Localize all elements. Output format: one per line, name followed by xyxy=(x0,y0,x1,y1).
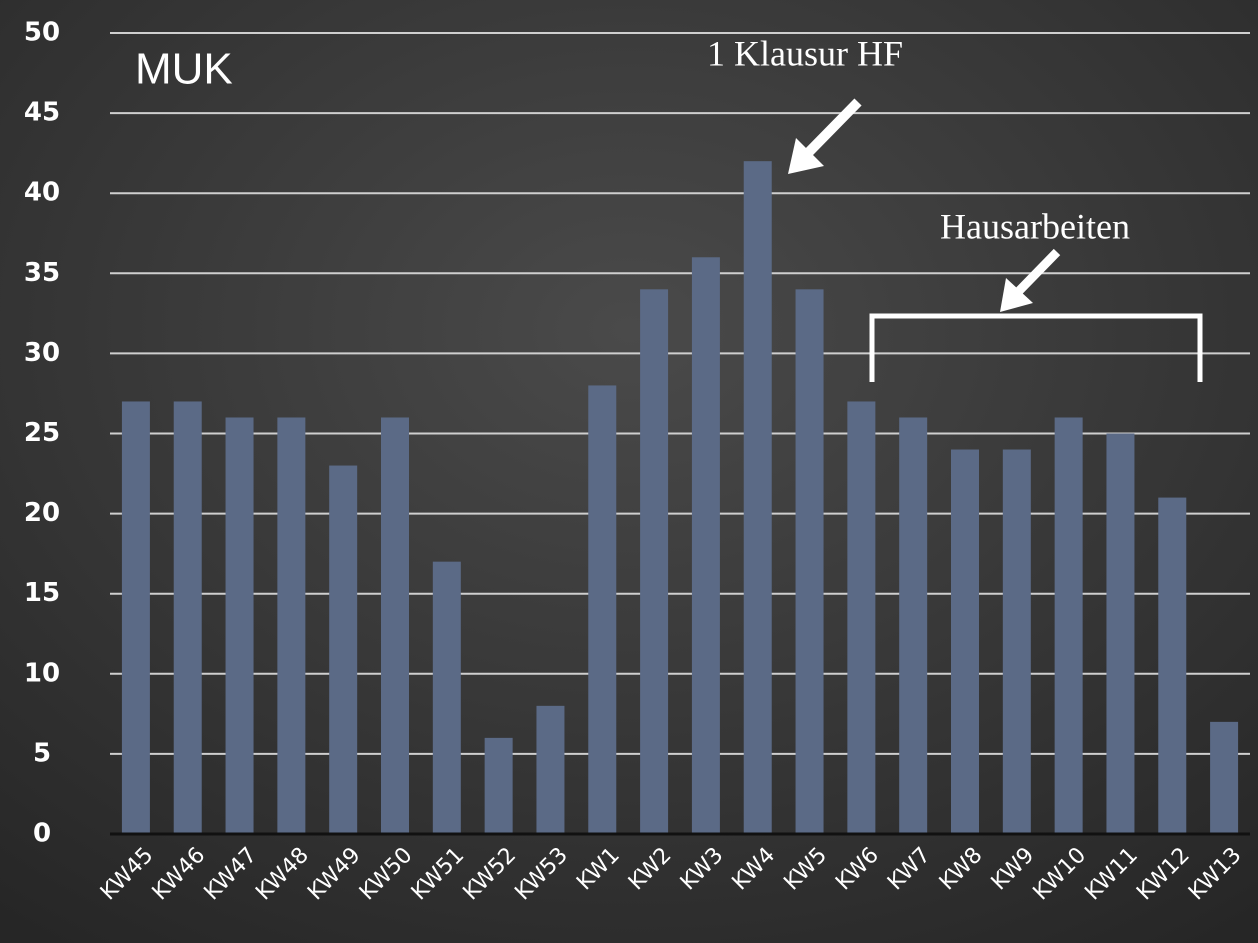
bar xyxy=(536,705,565,834)
bar xyxy=(588,385,617,834)
bar xyxy=(432,561,461,834)
bar xyxy=(277,417,306,834)
bar xyxy=(1106,433,1135,834)
bar xyxy=(691,257,720,834)
y-tick-label: 50 xyxy=(24,18,60,48)
bar xyxy=(951,449,979,834)
y-tick-label: 15 xyxy=(24,578,60,608)
y-tick-label: 20 xyxy=(24,498,60,528)
annotation: 1 Klausur HF xyxy=(707,33,903,73)
y-tick-label: 35 xyxy=(24,258,60,288)
bar xyxy=(899,417,928,834)
y-tick-label: 5 xyxy=(33,738,51,768)
bar xyxy=(1210,721,1239,834)
y-tick-label: 45 xyxy=(24,98,60,128)
y-tick-label: 30 xyxy=(24,338,60,368)
y-tick-label: 25 xyxy=(24,418,60,448)
annotation: Hausarbeiten xyxy=(940,206,1130,246)
bar xyxy=(640,289,669,834)
chart-title: MUK xyxy=(135,45,233,94)
arrow xyxy=(788,98,862,174)
bracket xyxy=(869,313,1203,382)
bar xyxy=(225,417,254,834)
arrow xyxy=(1000,248,1061,312)
bar xyxy=(847,401,876,834)
bar xyxy=(1158,497,1187,834)
bar xyxy=(381,417,409,834)
bar xyxy=(484,737,513,834)
bar xyxy=(795,289,824,834)
y-tick-label: 10 xyxy=(24,658,60,688)
bar xyxy=(1054,417,1083,834)
bar xyxy=(329,465,358,834)
bar xyxy=(743,161,772,834)
bar xyxy=(1002,449,1031,834)
y-tick-label: 40 xyxy=(24,178,60,208)
bar xyxy=(121,401,150,834)
y-tick-label: 0 xyxy=(33,819,51,849)
bar xyxy=(173,401,202,834)
